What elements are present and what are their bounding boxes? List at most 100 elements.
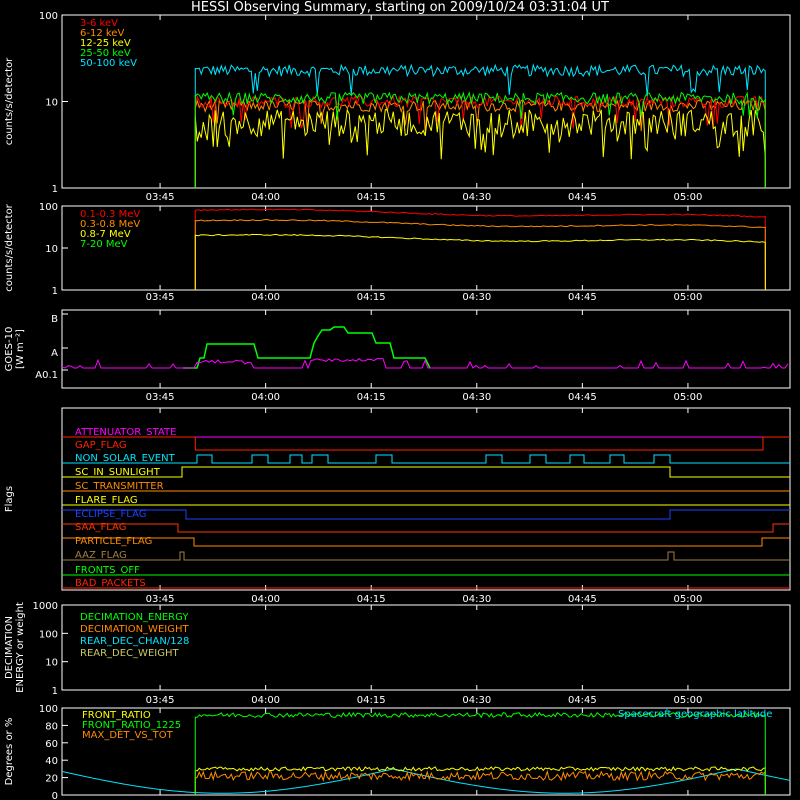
y-tick-label: 10: [45, 98, 58, 109]
flag-label: BAD_PACKETS: [75, 578, 146, 589]
y-tick-label: 80: [45, 721, 58, 732]
y-tick-label: 1: [52, 184, 58, 195]
low-energy-rates-series-4: [194, 63, 766, 189]
legend-entry: FRONT_RATIO_1225: [82, 720, 181, 731]
legend-entry: 25-50 keV: [80, 48, 131, 59]
legend-entry: DECIMATION_WEIGHT: [80, 624, 189, 635]
annotation-label: Spacecraft geographic latitude: [618, 709, 772, 720]
x-tick-label: 03:45: [146, 695, 175, 706]
y-tick-label: 1000: [33, 601, 58, 612]
x-tick-label: 04:30: [462, 192, 491, 203]
x-tick-label: 04:00: [251, 192, 280, 203]
x-tick-label: 04:45: [568, 695, 597, 706]
flag-label: SC_TRANSMITTER: [75, 481, 164, 492]
x-tick-label: 05:00: [674, 192, 703, 203]
y-axis-label: Flags: [4, 486, 15, 512]
x-tick-label: 04:15: [357, 594, 386, 605]
flag-line-2: [62, 454, 790, 464]
x-tick-label: 04:00: [251, 292, 280, 303]
high-energy-rates-series-1: [194, 219, 766, 291]
flag-label: PARTICLE_FLAG: [75, 536, 152, 547]
legend-entry: DECIMATION_ENERGY: [80, 612, 189, 623]
y-tick-label: 60: [45, 739, 58, 750]
flag-line-9: [62, 551, 790, 561]
x-tick-label: 04:15: [357, 192, 386, 203]
flag-line-3: [62, 466, 790, 478]
x-tick-label: 04:30: [462, 292, 491, 303]
panel-frame: [61, 205, 791, 291]
low-energy-rates-series-0: [194, 94, 766, 189]
y-tick-label: 100: [39, 202, 58, 213]
legend-entry: 12-25 keV: [80, 38, 131, 49]
flag-label: NON_SOLAR_EVENT: [75, 453, 176, 464]
flag-label: ECLIPSE_FLAG: [75, 509, 146, 520]
y-tick-label: 40: [45, 756, 58, 767]
legend-entry: 3-6 keV: [80, 18, 118, 29]
y-tick-label: 100: [39, 704, 58, 715]
x-tick-label: 05:00: [674, 594, 703, 605]
low-energy-rates-series-1: [194, 98, 766, 189]
legend-entry: 6-12 keV: [80, 28, 124, 39]
flag-line-6: [62, 509, 790, 520]
flag-label: SC_IN_SUNLIGHT: [75, 467, 161, 478]
y-axis-label: counts/s/detector: [4, 203, 15, 291]
y-axis-label: DECIMATION: [4, 616, 15, 679]
legend-entry: REAR_DEC_CHAN/128: [80, 636, 189, 647]
y-tick-label: 10: [45, 244, 58, 255]
x-tick-label: 04:30: [462, 594, 491, 605]
y-tick-label: 0: [52, 791, 58, 800]
x-tick-label: 04:00: [251, 594, 280, 605]
x-tick-label: 05:00: [674, 392, 703, 403]
legend-entry: 50-100 keV: [80, 58, 137, 69]
y-tick-label: 10: [45, 658, 58, 669]
high-energy-rates-series-0: [194, 208, 766, 291]
y-tick-label: 1: [52, 286, 58, 297]
y-axis-label: GOES-10: [4, 327, 15, 372]
legend-entry: 0.1-0.3 MeV: [80, 209, 140, 220]
page-title: HESSI Observing Summary, starting on 200…: [191, 0, 609, 15]
flag-line-7: [62, 523, 790, 533]
goes-short-series: [61, 358, 789, 370]
x-tick-label: 03:45: [146, 292, 175, 303]
y-axis-label: ENERGY or weight: [15, 602, 26, 693]
y-axis-label: Degrees or %: [4, 718, 15, 786]
panel-frame: [61, 707, 791, 796]
flag-label: GAP_FLAG: [75, 440, 127, 451]
ratios-series-0: [194, 766, 766, 796]
y-axis-label: [W m⁻²]: [15, 329, 26, 369]
x-tick-label: 03:45: [146, 192, 175, 203]
flag-label: FLARE_FLAG: [75, 495, 138, 506]
flag-line-1: [62, 436, 790, 451]
x-tick-label: 04:15: [357, 292, 386, 303]
x-tick-label: 04:30: [462, 392, 491, 403]
x-tick-label: 04:45: [568, 292, 597, 303]
flag-label: SAA_FLAG: [75, 522, 126, 533]
x-tick-label: 04:00: [251, 695, 280, 706]
x-tick-label: 04:15: [357, 695, 386, 706]
y-tick-label: 100: [39, 11, 58, 22]
latitude-series: [61, 768, 791, 794]
ratios-series-1: [194, 711, 766, 796]
y-tick-label: 20: [45, 774, 58, 785]
y-tick-label: B: [51, 314, 58, 325]
flag-label: FRONTS_OFF: [75, 565, 140, 576]
legend-entry: FRONT_RATIO: [82, 710, 151, 721]
y-tick-label: 1: [52, 686, 58, 697]
flag-label: ATTENUATOR_STATE: [75, 427, 176, 438]
y-axis-label: counts/s/detector: [4, 57, 15, 145]
panel-frame: [61, 309, 791, 389]
low-energy-rates-series-2: [194, 108, 766, 189]
legend-entry: REAR_DEC_WEIGHT: [80, 648, 179, 659]
flag-line-8: [62, 537, 790, 547]
legend-entry: MAX_DET_VS_TOT: [82, 730, 174, 741]
x-tick-label: 03:45: [146, 594, 175, 605]
legend-entry: 0.8-7 MeV: [80, 229, 131, 240]
x-tick-label: 04:15: [357, 392, 386, 403]
x-tick-label: 04:45: [568, 392, 597, 403]
legend-entry: 7-20 MeV: [80, 239, 128, 250]
panel-frame: [61, 604, 791, 691]
legend-entry: 0.3-0.8 MeV: [80, 219, 140, 230]
flag-label: AAZ_FLAG: [75, 550, 127, 561]
x-tick-label: 03:45: [146, 392, 175, 403]
